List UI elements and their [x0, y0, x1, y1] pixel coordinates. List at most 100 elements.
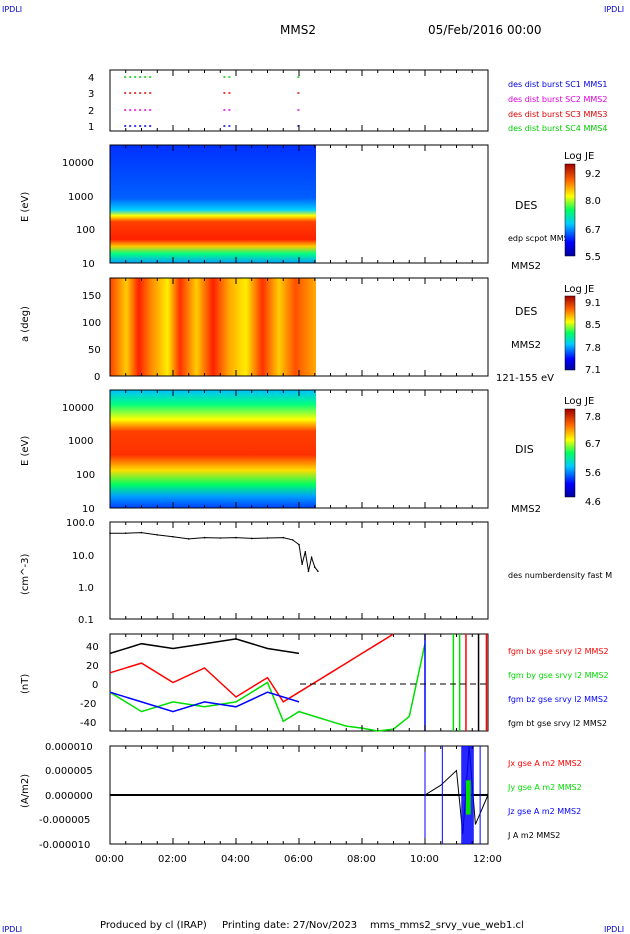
colorbar-3-tick-0: 7.8 [585, 412, 601, 423]
j-ylabel: (A/m2) [20, 774, 31, 808]
colorbar-1-tick-3: 5.5 [585, 252, 601, 263]
b-ytick-20: 20 [86, 661, 99, 672]
des-e-ytick-10: 10 [82, 259, 95, 270]
current-series-line [110, 745, 489, 835]
density-point [219, 537, 222, 539]
density-series-line [110, 532, 319, 572]
legend-mms1: des dist burst SC1 MMS1 [508, 80, 607, 89]
corner-logo-bottom-right: IPDLI [604, 925, 624, 934]
corner-logo-bottom-left: IPDLI [2, 925, 22, 934]
footer-printing-date: Printing date: 27/Nov/2023 [222, 920, 357, 931]
density-point [301, 563, 303, 565]
legend-mms4: des dist burst SC4 MMS4 [508, 124, 607, 133]
density-point [304, 550, 307, 553]
dens-ytick-1: 1.0 [78, 583, 94, 594]
pitch-angle-heatmap [110, 278, 316, 376]
dens-ylabel: (cm^-3) [20, 554, 31, 595]
x-axis: 00:00 02:00 04:00 06:00 08:00 10:00 12:0… [95, 854, 502, 865]
density-point [317, 570, 319, 573]
density-point [291, 539, 294, 541]
dens-legend: des numberdensity fast M [508, 571, 612, 580]
legend-mms2: des dist burst SC2 MMS2 [508, 95, 607, 104]
pa-ytick-0: 0 [94, 372, 100, 383]
b-ylabel: (nT) [20, 674, 31, 694]
j-legend-jx: Jx gse A m2 MMS2 [507, 759, 582, 768]
dis-e-ytick-1000: 1000 [68, 436, 93, 447]
pa-label-sc: MMS2 [511, 340, 541, 351]
des-e-ylabel: E (eV) [20, 192, 31, 222]
b-ytick-40: 40 [86, 642, 99, 653]
j-legend-j: J A m2 MMS2 [507, 831, 560, 840]
pa-label-des: DES [515, 305, 537, 318]
dis-energy-heatmap [110, 390, 316, 508]
burst-ytick-1: 1 [88, 122, 94, 133]
colorbar-2-tick-0: 9.1 [585, 298, 601, 309]
density-point [156, 534, 159, 536]
colorbar-1-tick-1: 8.0 [585, 196, 601, 207]
burst-ytick-3: 3 [88, 89, 94, 100]
b-ytick-m20: -20 [80, 699, 96, 710]
dis-e-ytick-10000: 10000 [62, 403, 94, 414]
x-tick-0400: 04:00 [221, 854, 250, 865]
b-legend-bx: fgm bx gse srvy l2 MMS2 [508, 647, 609, 656]
colorbar-3-tick-1: 6.7 [585, 439, 601, 450]
des-e-scpot-label: edp scpot MMS2 [508, 234, 574, 243]
density-point [310, 556, 313, 559]
des-energy-heatmap [110, 145, 316, 263]
pa-ytick-150: 150 [82, 291, 101, 302]
des-e-ytick-10000: 10000 [62, 158, 94, 169]
colorbar-1 [564, 163, 576, 257]
density-panel: 100.0 10.0 1.0 0.1 (cm^-3) des numberden… [20, 518, 612, 626]
density-point [140, 531, 143, 534]
spacecraft-title: MMS2 [280, 23, 316, 37]
des-e-label: DES [515, 199, 537, 212]
j-legend-jy: Jy gse A m2 MMS2 [507, 783, 582, 792]
colorbar-1-tick-0: 9.2 [585, 169, 601, 180]
colorbar-1-tick-2: 6.7 [585, 225, 601, 236]
colorbar-2-tick-1: 8.5 [585, 320, 601, 331]
b-legend-by: fgm by gse srvy l2 MMS2 [508, 671, 609, 680]
colorbar-3-tick-2: 5.6 [585, 468, 601, 479]
date-title: 05/Feb/2016 00:00 [428, 23, 542, 37]
colorbar-3-title: Log JE [564, 396, 594, 407]
b-legend-bz: fgm bz gse srvy l2 MMS2 [508, 695, 608, 704]
dens-ytick-0-1: 0.1 [78, 615, 94, 626]
density-point [124, 532, 127, 535]
bfield-series-2 [109, 691, 300, 713]
pa-label-energy: 121-155 eV [496, 373, 554, 384]
des-e-ytick-1000: 1000 [68, 192, 93, 203]
colorbar-1-title: Log JE [564, 151, 594, 162]
dis-e-ytick-10: 10 [82, 504, 95, 515]
dis-e-ytick-100: 100 [76, 470, 95, 481]
colorbar-2-tick-2: 7.8 [585, 343, 601, 354]
pa-ytick-100: 100 [82, 318, 101, 329]
colorbar-3 [564, 408, 576, 498]
x-tick-0600: 06:00 [284, 854, 313, 865]
dis-e-sc-label: MMS2 [511, 504, 541, 515]
x-tick-0200: 02:00 [158, 854, 187, 865]
density-point [282, 536, 285, 539]
burst-panel: 4 3 2 1 des dist burst SC1 MMS1 des dist… [88, 69, 607, 133]
des-energy-panel: 10000 1000 100 10 E (eV) DES edp scpot M… [20, 144, 601, 272]
current-panel: 0.000010 0.000005 0.000000 -0.000005 -0.… [20, 742, 582, 851]
des-e-sc-label: MMS2 [511, 261, 541, 272]
dis-energy-panel: 10000 1000 100 10 E (eV) DIS MMS2 Log JE… [20, 389, 601, 515]
colorbar-2 [564, 295, 576, 371]
pa-ytick-50: 50 [88, 345, 101, 356]
b-ytick-m40: -40 [80, 718, 96, 729]
j-ytick-m5: -0.000005 [39, 815, 90, 826]
footer-produced-by: Produced by cl (IRAP) [100, 920, 207, 931]
density-point [307, 570, 310, 573]
b-ytick-0: 0 [92, 680, 98, 691]
colorbar-2-title: Log JE [564, 284, 594, 295]
des-e-ytick-100: 100 [76, 225, 95, 236]
bfield-series-0 [109, 633, 394, 703]
x-tick-1200: 12:00 [473, 854, 502, 865]
pitch-angle-panel: 150 100 50 0 a (deg) DES MMS2 121-155 eV… [20, 277, 601, 384]
dens-ytick-10: 10.0 [72, 551, 94, 562]
density-point [109, 532, 111, 535]
corner-logo-top-left: IPDLI [2, 5, 22, 14]
j-ytick-5: 0.000005 [45, 766, 93, 777]
density-point [172, 535, 174, 538]
burst-ytick-2: 2 [88, 106, 94, 117]
